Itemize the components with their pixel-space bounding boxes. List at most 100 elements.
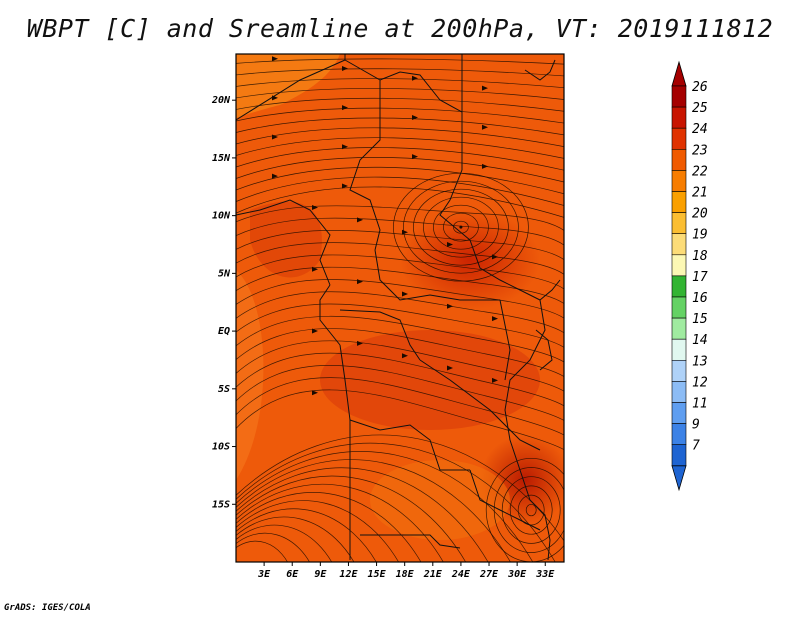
border-line: [539, 279, 561, 301]
streamline-arrow: [357, 217, 363, 223]
colorbar-label: 24: [692, 122, 708, 137]
streamline-arrow: [402, 353, 408, 359]
streamline: [236, 279, 564, 319]
streamline: [236, 127, 564, 148]
x-tick-label: 18E: [396, 569, 415, 580]
streamline: [236, 516, 355, 562]
vortex-circulation: [501, 476, 561, 544]
streamline: [236, 291, 564, 334]
streamline: [236, 137, 564, 159]
streamline-arrow: [342, 144, 348, 150]
colorbar-label: 20: [692, 207, 708, 222]
streamline: [236, 365, 564, 421]
streamline: [236, 78, 564, 89]
colorbar-swatch: [671, 254, 687, 277]
streamline-arrow: [312, 266, 318, 272]
vortex-circulation: [413, 188, 509, 266]
y-tick-label: 20N: [211, 95, 231, 106]
country-borders: [236, 54, 561, 561]
border-line: [535, 329, 553, 371]
border-line: [349, 419, 470, 471]
streamline-arrow: [447, 365, 453, 371]
x-tick-label: 6E: [286, 569, 299, 580]
vortex-circulation: [517, 494, 545, 526]
streamline-arrow: [492, 316, 498, 322]
border-line: [499, 299, 511, 381]
x-tick-label: 3E: [257, 569, 271, 580]
streamline-arrow: [342, 183, 348, 189]
wbpt-shading: [236, 54, 564, 562]
colorbar-label: 25: [692, 101, 708, 116]
vortex-circulation: [509, 485, 553, 535]
streamline: [236, 451, 534, 562]
streamline: [236, 352, 564, 407]
streamline-arrow: [342, 105, 348, 111]
y-tick-label: 5N: [218, 268, 231, 279]
colorbar-swatch: [671, 212, 687, 235]
border-line: [439, 169, 541, 301]
streamline: [236, 242, 564, 275]
border-line: [524, 59, 556, 81]
vortex-circulation: [443, 212, 479, 242]
streamline: [236, 266, 564, 305]
colorbar-swatch: [671, 423, 687, 446]
streamline-arrow: [412, 154, 418, 160]
streamline: [236, 467, 489, 562]
colorbar-label: 19: [692, 228, 708, 243]
streamline-arrow: [482, 124, 488, 130]
colorbar-swatch: [671, 275, 687, 298]
streamline-arrow: [412, 75, 418, 81]
y-tick-label: 15S: [212, 499, 230, 510]
streamline: [236, 500, 399, 562]
colorbar-label: 7: [692, 439, 700, 454]
border-line: [360, 534, 461, 549]
vortex-circulation: [525, 503, 537, 517]
border-line: [469, 469, 541, 531]
x-tick-label: 15E: [368, 569, 387, 580]
colorbar-swatch: [671, 359, 687, 382]
colorbar-label: 23: [692, 143, 708, 158]
streamline: [236, 377, 564, 436]
streamline: [236, 492, 422, 562]
streamline: [236, 442, 556, 562]
colorbar-bottom-arrow: [671, 465, 687, 492]
colorbar-label: 11: [692, 397, 708, 412]
border-line: [504, 299, 546, 441]
border-line: [319, 284, 341, 346]
streamline: [236, 166, 564, 195]
cooler-region-south: [370, 460, 510, 540]
colorbar-swatch: [671, 381, 687, 403]
streamline: [236, 508, 377, 562]
streamline-arrow: [402, 291, 408, 297]
streamline: [236, 68, 564, 77]
colorbar-label: 22: [692, 164, 708, 179]
streamline-arrow: [312, 328, 318, 334]
x-tick-label: 24E: [451, 569, 471, 580]
x-tick-label: 21E: [423, 569, 443, 580]
border-line: [339, 309, 421, 361]
colorbar-swatch: [671, 402, 687, 424]
y-tick-label: 15N: [212, 153, 231, 164]
streamline: [236, 483, 444, 562]
colorbar-swatch: [671, 127, 687, 150]
map-title: WBPT [C] and Sreamline at 200hPa, VT: 20…: [26, 14, 774, 43]
colorbar-label: 21: [692, 186, 708, 201]
colorbar-label: 17: [692, 270, 708, 285]
streamline: [236, 117, 564, 136]
map-frame: [235, 53, 565, 563]
streamline: [236, 328, 564, 378]
y-axis: 20N 15N 10N 5N EQ 5S 10S 15S: [211, 95, 236, 510]
y-tick-label: EQ: [218, 326, 230, 337]
streamline-arrow: [447, 303, 453, 309]
streamline-arrow: [357, 279, 363, 285]
grads-credit: GrADS: IGES/COLA: [4, 603, 91, 613]
streamline: [236, 147, 564, 171]
streamline-arrow: [492, 377, 498, 383]
vortex-center: [459, 225, 463, 229]
vortex-circulation: [403, 180, 519, 274]
y-tick-label: 10N: [212, 211, 231, 222]
x-tick-label: 27E: [479, 569, 499, 580]
streamline-arrow: [357, 340, 363, 346]
colorbar-label: 16: [692, 291, 708, 306]
